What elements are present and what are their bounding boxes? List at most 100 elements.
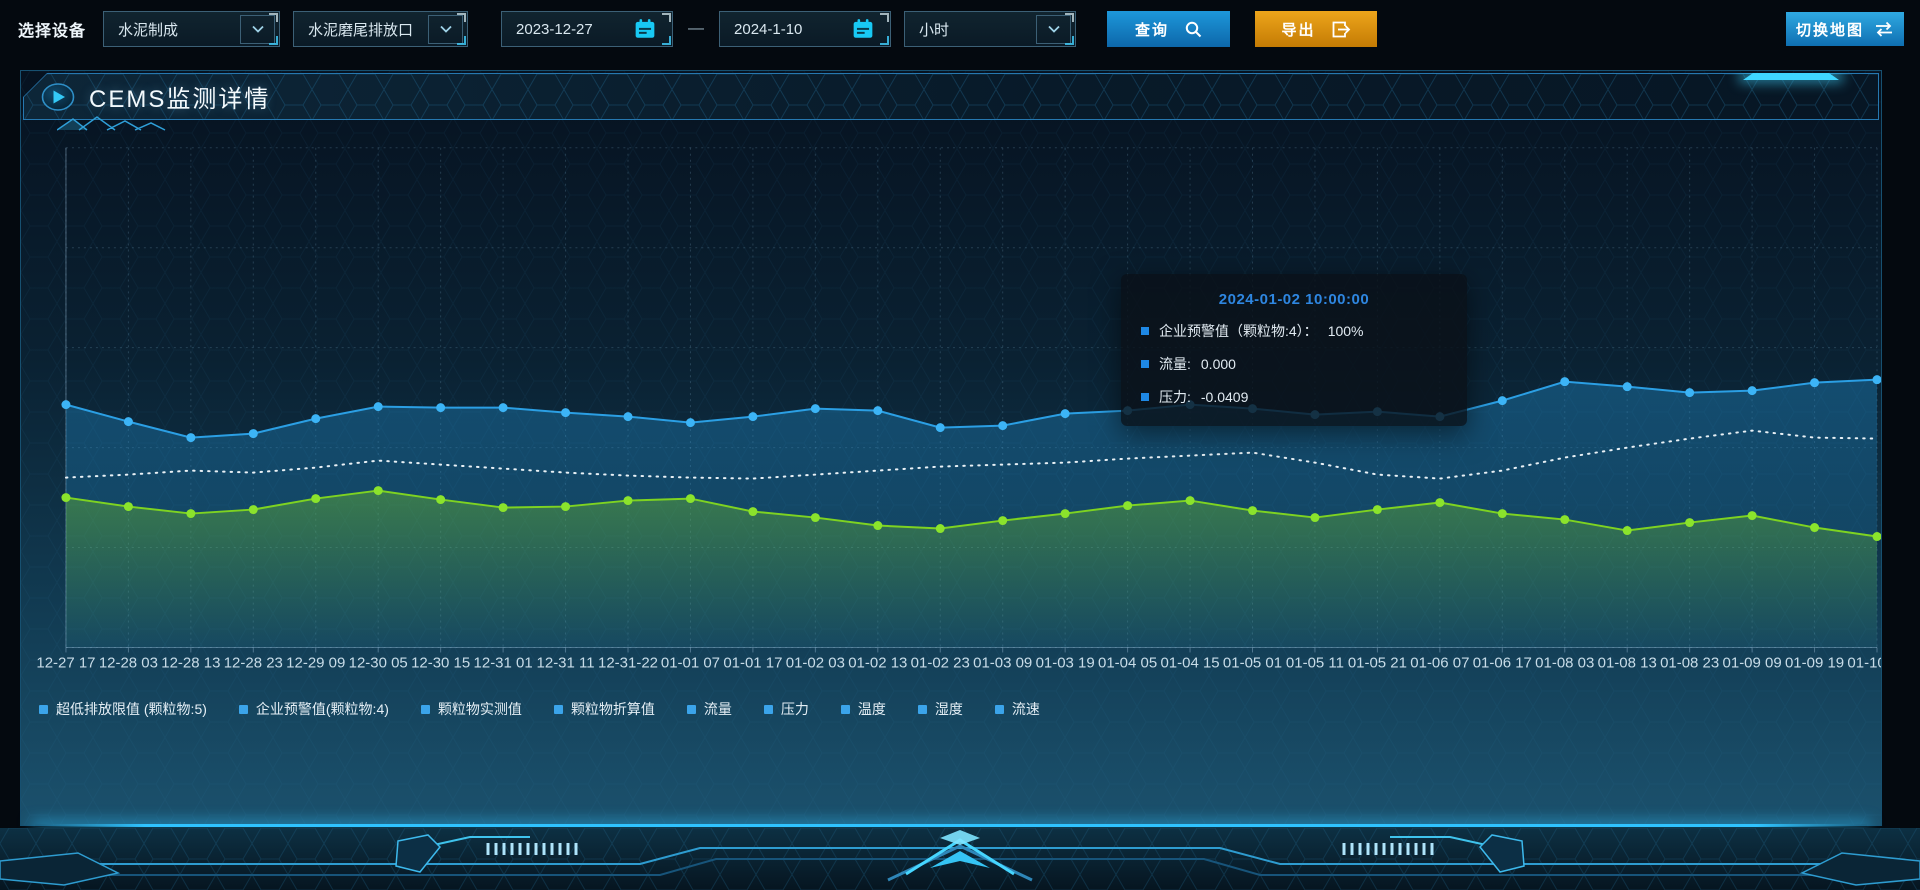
search-icon	[1185, 21, 1202, 37]
start-date-value: 2023-12-27	[516, 20, 593, 38]
series-dot	[623, 412, 633, 422]
series-dot	[61, 400, 71, 410]
x-axis-label: 12-31 11	[537, 654, 595, 671]
x-axis-label: 12-31-22	[598, 654, 658, 671]
legend-label: 超低排放限值 (颗粒物:5)	[56, 701, 207, 717]
start-date-input[interactable]: 2023-12-27	[501, 11, 674, 47]
series-dot	[373, 486, 383, 496]
calendar-icon[interactable]	[634, 18, 656, 40]
switch-map-button[interactable]: 切换地图	[1786, 12, 1904, 46]
end-date-input[interactable]: 2024-1-10	[719, 11, 892, 47]
query-button[interactable]: 查询	[1107, 11, 1231, 47]
x-axis-label: 01-05 11	[1286, 654, 1344, 671]
series-dot	[748, 507, 758, 517]
tooltip-row-1: 流量: 0.000	[1141, 354, 1447, 374]
series-dot	[873, 406, 883, 416]
x-axis-label: 12-29 09	[286, 654, 345, 671]
series-dot	[186, 509, 196, 519]
series-dot	[935, 423, 945, 433]
x-axis-label: 01-04 15	[1160, 654, 1219, 671]
series-dot	[810, 404, 820, 414]
legend-marker-icon	[553, 704, 563, 714]
legend-label: 流速	[1011, 701, 1040, 717]
series-dot	[1310, 513, 1320, 523]
series-dot	[1185, 496, 1195, 506]
outlet-value: 水泥磨尾排放口	[308, 21, 414, 39]
export-button[interactable]: 导出	[1255, 11, 1378, 47]
x-axis-label: 01-08 13	[1598, 654, 1657, 671]
chart-legend: 超低排放限值 (颗粒物:5) 企业预警值(颗粒物:4) 颗粒物实测值 颗粒物折算值 流量…	[39, 699, 1040, 719]
x-axis-label: 01-01 17	[723, 654, 782, 671]
legend-item-6[interactable]: 温度	[840, 699, 886, 719]
series-dot	[1060, 509, 1070, 519]
x-axis-label: 01-06 07	[1410, 654, 1469, 671]
tooltip-series-marker-icon	[1141, 327, 1149, 335]
tooltip-timestamp: 2024-01-02 10:00:00	[1218, 291, 1370, 308]
x-axis-label: 01-04 05	[1098, 654, 1157, 671]
legend-marker-icon	[39, 704, 48, 714]
series-dot	[311, 414, 321, 424]
tooltip-row-value: -0.0409	[1200, 389, 1249, 405]
legend-item-8[interactable]: 流速	[994, 699, 1040, 719]
chevron-down-icon[interactable]	[1036, 14, 1072, 44]
chart-tooltip: 2024-01-02 10:00:00 企业预警值（颗粒物:4）： 100% 流量:…	[1121, 274, 1467, 426]
series-dot	[1685, 518, 1695, 528]
legend-marker-icon	[763, 704, 773, 714]
legend-label: 流量	[703, 701, 732, 717]
series-dot	[1123, 501, 1133, 511]
outlet-select[interactable]: 水泥磨尾排放口	[293, 11, 469, 47]
legend-marker-icon	[840, 704, 850, 714]
series-dot	[685, 494, 695, 504]
legend-item-5[interactable]: 压力	[763, 699, 809, 719]
legend-item-7[interactable]: 湿度	[917, 699, 963, 719]
chevron-down-icon[interactable]	[240, 14, 276, 44]
swap-arrows-icon	[1876, 21, 1892, 37]
series-dot	[123, 417, 133, 427]
switch-map-label: 切换地图	[1795, 21, 1864, 39]
series-dot	[1497, 396, 1507, 406]
toolbar: 选择设备 水泥制成 水泥磨尾排放口 2023-12-27 — 2024-1-10	[0, 0, 1920, 58]
legend-item-0[interactable]: 超低排放限值 (颗粒物:5)	[39, 699, 207, 719]
x-axis-label: 12-30 15	[411, 654, 470, 671]
calendar-icon[interactable]	[852, 18, 874, 40]
series-dot	[436, 495, 446, 505]
series-dot	[1560, 515, 1570, 525]
series-dot	[1622, 382, 1632, 392]
series-dot	[1810, 523, 1820, 533]
export-icon	[1332, 21, 1350, 37]
end-date-value: 2024-1-10	[734, 20, 803, 38]
legend-label: 企业预警值(颗粒物:4)	[255, 701, 389, 717]
legend-item-2[interactable]: 颗粒物实测值	[420, 699, 522, 719]
tooltip-row-label: 压力:	[1159, 389, 1191, 405]
series-dot	[810, 513, 820, 523]
series-dot	[1497, 509, 1507, 519]
series-dot	[1060, 409, 1070, 419]
tooltip-row-value: 0.000	[1200, 356, 1236, 372]
legend-item-3[interactable]: 颗粒物折算值	[553, 699, 655, 719]
device-type-select[interactable]: 水泥制成	[103, 11, 281, 47]
legend-item-4[interactable]: 流量	[686, 699, 732, 719]
legend-label: 颗粒物折算值	[570, 701, 655, 717]
legend-item-1[interactable]: 企业预警值(颗粒物:4)	[238, 699, 389, 719]
x-axis-label: 01-02 23	[911, 654, 970, 671]
x-axis-label: 01-08 23	[1660, 654, 1719, 671]
legend-marker-icon	[686, 704, 696, 714]
series-dot	[561, 502, 571, 512]
legend-marker-icon	[238, 704, 248, 714]
series-dot	[998, 516, 1008, 526]
series-dot	[1560, 377, 1570, 387]
cems-monitor-panel: CEMS监测详情 12-27 17 12-28 03 12-28 13 12-28 2…	[20, 70, 1907, 827]
series-dot	[1810, 378, 1820, 388]
x-axis-label: 01-03 09	[973, 654, 1032, 671]
series-dot	[311, 494, 321, 504]
export-button-label: 导出	[1281, 21, 1316, 39]
legend-label: 温度	[857, 701, 886, 717]
tooltip-row-label: 企业预警值（颗粒物:4）：	[1159, 323, 1318, 339]
tooltip-series-marker-icon	[1141, 393, 1149, 401]
interval-select[interactable]: 小时	[904, 11, 1077, 47]
x-axis-label: 12-31 01	[474, 654, 533, 671]
series-dot	[1685, 388, 1695, 398]
chevron-down-icon[interactable]	[428, 14, 464, 44]
legend-label: 压力	[780, 701, 809, 717]
series-dot	[373, 402, 383, 412]
